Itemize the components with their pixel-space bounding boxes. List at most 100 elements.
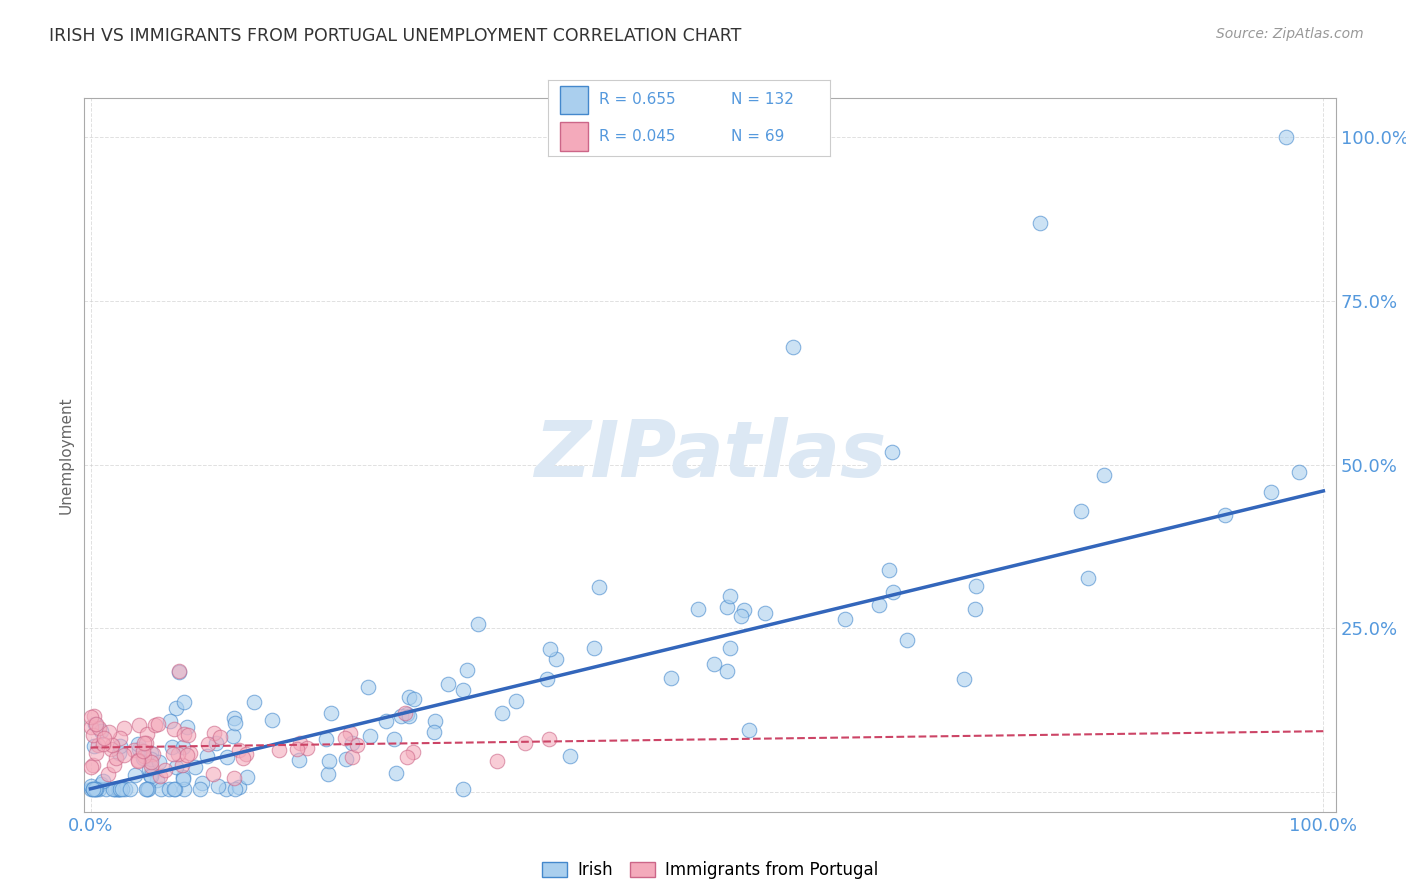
Point	[202, 726, 225, 740]
Point	[754, 607, 776, 621]
Point	[228, 743, 250, 757]
Point	[738, 723, 761, 738]
Point	[558, 748, 581, 763]
Point	[82, 781, 104, 796]
Point	[84, 716, 107, 731]
Point	[82, 758, 104, 772]
Point	[205, 736, 228, 750]
Point	[398, 690, 420, 705]
Point	[80, 720, 103, 734]
Point	[224, 781, 246, 796]
Point	[451, 683, 474, 698]
Point	[135, 781, 157, 796]
Text: R = 0.045: R = 0.045	[599, 128, 675, 144]
Point	[153, 764, 176, 778]
Point	[165, 701, 187, 715]
Point	[89, 781, 111, 796]
Point	[285, 741, 308, 756]
Point	[215, 781, 238, 796]
Point	[139, 756, 162, 770]
Text: IRISH VS IMMIGRANTS FROM PORTUGAL UNEMPLOYMENT CORRELATION CHART: IRISH VS IMMIGRANTS FROM PORTUGAL UNEMPL…	[49, 27, 741, 45]
Point	[262, 713, 284, 727]
Point	[162, 747, 184, 761]
Point	[269, 743, 291, 757]
Point	[716, 599, 738, 614]
Point	[104, 781, 127, 796]
Point	[132, 751, 155, 765]
Point	[963, 602, 986, 616]
Point	[148, 717, 170, 731]
Legend: Irish, Immigrants from Portugal: Irish, Immigrants from Portugal	[536, 855, 884, 886]
Point	[718, 589, 741, 603]
Text: N = 132: N = 132	[731, 93, 794, 108]
Point	[882, 584, 904, 599]
Point	[385, 765, 408, 780]
Point	[422, 725, 444, 739]
Point	[112, 722, 135, 736]
Point	[173, 695, 195, 709]
Point	[346, 738, 368, 752]
Point	[357, 680, 380, 694]
Point	[157, 781, 180, 796]
Point	[177, 728, 200, 742]
Point	[167, 665, 190, 680]
FancyBboxPatch shape	[560, 86, 588, 114]
Point	[84, 781, 107, 796]
Point	[288, 753, 311, 767]
Point	[128, 742, 150, 756]
Point	[118, 781, 141, 796]
Point	[80, 779, 103, 793]
Point	[1213, 508, 1236, 522]
Point	[868, 598, 890, 612]
Point	[513, 736, 536, 750]
Point	[91, 773, 114, 788]
Point	[1092, 468, 1115, 483]
Point	[80, 760, 103, 774]
Point	[485, 754, 508, 768]
Point	[79, 781, 101, 796]
Point	[90, 723, 112, 738]
Point	[659, 671, 682, 685]
Point	[108, 731, 131, 745]
Point	[84, 781, 107, 796]
Point	[375, 714, 398, 729]
Point	[139, 769, 162, 783]
Point	[159, 714, 181, 729]
Point	[163, 781, 186, 796]
Point	[122, 743, 145, 757]
Point	[395, 749, 418, 764]
Point	[172, 772, 194, 787]
Point	[127, 755, 149, 769]
Point	[127, 737, 149, 751]
Point	[207, 779, 229, 793]
Point	[537, 731, 560, 746]
Point	[359, 729, 381, 743]
Point	[163, 722, 186, 736]
Point	[382, 732, 405, 747]
Point	[222, 711, 245, 725]
Point	[834, 612, 856, 626]
Point	[505, 694, 527, 708]
Point	[169, 664, 191, 678]
Point	[451, 781, 474, 796]
Point	[339, 726, 361, 740]
Point	[84, 747, 107, 761]
Point	[467, 616, 489, 631]
Point	[782, 340, 804, 354]
Point	[588, 580, 610, 594]
Point	[404, 692, 426, 706]
Point	[172, 739, 194, 754]
Point	[730, 608, 752, 623]
Point	[128, 718, 150, 732]
Point	[165, 760, 187, 774]
Point	[190, 781, 212, 796]
Point	[456, 663, 478, 677]
Point	[1260, 485, 1282, 500]
Point	[436, 676, 458, 690]
Point	[295, 741, 318, 756]
Point	[583, 640, 606, 655]
Point	[112, 747, 135, 762]
Point	[84, 717, 107, 731]
Point	[340, 749, 363, 764]
Point	[173, 727, 195, 741]
